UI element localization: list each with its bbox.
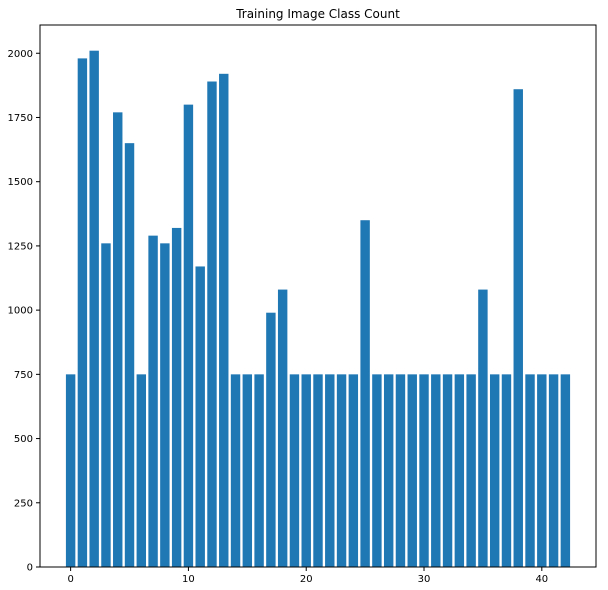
y-tick-label: 250 [14,498,33,509]
bar-class-26 [372,374,382,567]
bar-class-7 [148,235,158,567]
bar-class-6 [136,374,147,567]
bar-class-32 [442,374,453,567]
y-tick-label: 1750 [8,113,33,124]
bar-class-15 [242,374,253,567]
plot-frame [39,24,597,568]
bar-class-29 [407,374,417,567]
bar-class-11 [195,266,205,567]
bar-class-9 [171,227,182,567]
bar-class-20 [301,374,311,567]
x-tick-label: 0 [67,574,73,585]
bar-class-8 [160,243,170,567]
bar-class-39 [525,374,535,567]
bar-class-19 [289,374,300,567]
bar-class-25 [360,220,370,567]
x-tick-label: 20 [300,574,313,585]
x-tick-label: 10 [182,574,195,585]
y-tick-label: 750 [14,370,33,381]
bar-class-27 [383,374,394,567]
x-tick-label: 40 [535,574,548,585]
y-tick-label: 2000 [8,49,33,60]
bar-class-17 [266,312,276,567]
chart-title: Training Image Class Count [235,7,400,21]
bar-class-12 [207,81,217,567]
y-tick-label: 1250 [8,241,33,252]
bar-class-41 [548,374,559,567]
bar-class-34 [466,374,476,567]
bar-class-10 [183,104,194,567]
bar-class-40 [537,374,547,567]
bar-class-13 [219,73,229,567]
bar-class-16 [254,374,264,567]
bar-class-3 [101,243,111,567]
y-tick-label: 500 [14,434,33,445]
bar-class-21 [313,374,323,567]
bar-class-14 [230,374,241,567]
bar-class-31 [431,374,441,567]
axes-layer: 0 10 20 30 40 0 250 500 750 1000 1250 1500 1750 2000 [8,24,597,585]
bar-class-24 [348,374,359,567]
bar-class-4 [113,112,123,567]
bar-class-18 [277,289,288,567]
bar-class-42 [560,374,571,567]
y-tick-label: 1500 [8,177,33,188]
bar-class-22 [325,374,335,567]
bars-layer [65,50,571,567]
bar-class-1 [77,58,88,567]
bar-class-33 [454,374,465,567]
bar-class-5 [124,143,135,567]
bar-class-30 [419,374,429,567]
bar-class-2 [89,50,99,567]
bar-class-38 [513,89,523,567]
bar-class-28 [395,374,406,567]
x-tick-label: 30 [418,574,431,585]
bar-class-35 [478,289,488,567]
y-tick-label: 1000 [8,306,33,317]
bar-class-23 [336,374,347,567]
bar-class-36 [489,374,500,567]
bar-class-37 [501,374,512,567]
bar-class-0 [65,374,76,567]
y-tick-label: 0 [27,563,33,574]
